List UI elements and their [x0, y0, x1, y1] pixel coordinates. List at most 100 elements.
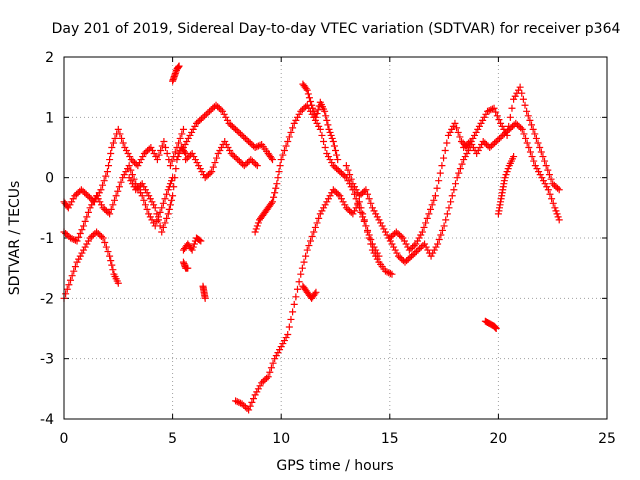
data-point	[181, 148, 189, 156]
data-point	[161, 195, 169, 203]
data-point	[228, 122, 236, 130]
data-point	[311, 223, 319, 231]
data-point	[201, 112, 209, 120]
data-point	[163, 190, 171, 198]
data-point	[398, 255, 406, 263]
data-point	[471, 131, 479, 139]
data-point	[140, 150, 148, 158]
data-point	[318, 207, 326, 215]
data-point	[391, 246, 399, 254]
data-point	[145, 210, 153, 218]
data-point	[141, 201, 149, 209]
data-point	[316, 125, 324, 133]
data-point	[289, 124, 297, 132]
data-point	[150, 201, 158, 209]
data-point	[549, 180, 557, 188]
data-point	[67, 276, 75, 284]
data-point	[474, 147, 482, 155]
data-point	[440, 154, 448, 162]
data-point	[526, 148, 534, 156]
data-point	[313, 119, 321, 127]
data-point	[327, 131, 335, 139]
data-point	[78, 249, 86, 257]
data-point	[269, 156, 277, 164]
data-point	[201, 174, 209, 182]
data-point	[94, 229, 102, 237]
data-point	[298, 264, 306, 272]
data-point	[377, 219, 385, 227]
data-point	[516, 83, 524, 91]
data-point	[221, 137, 229, 145]
data-point	[310, 228, 318, 236]
data-point	[73, 237, 81, 245]
data-point	[137, 181, 145, 189]
data-point	[204, 109, 212, 117]
data-point	[522, 134, 530, 142]
data-point	[149, 147, 157, 155]
data-point	[355, 204, 363, 212]
data-point	[333, 151, 341, 159]
data-point	[161, 219, 169, 227]
data-point	[178, 130, 186, 138]
data-point	[277, 343, 285, 351]
data-point	[153, 217, 161, 225]
data-point	[436, 169, 444, 177]
data-point	[188, 246, 196, 254]
data-point	[386, 234, 394, 242]
data-point	[344, 166, 352, 174]
data-point	[334, 190, 342, 198]
data-point	[219, 107, 227, 115]
data-point	[308, 232, 316, 240]
data-point	[447, 198, 455, 206]
data-point	[510, 153, 518, 161]
data-point	[109, 201, 117, 209]
data-point	[125, 162, 133, 170]
data-point	[349, 180, 357, 188]
data-point	[434, 240, 442, 248]
data-point	[148, 198, 156, 206]
data-point	[93, 228, 101, 236]
data-point	[139, 153, 147, 161]
data-point	[332, 147, 339, 155]
data-point	[408, 252, 416, 260]
data-point	[203, 172, 211, 180]
data-point	[166, 201, 174, 209]
data-point	[546, 190, 554, 198]
data-point	[302, 103, 310, 111]
data-point	[381, 228, 389, 236]
data-point	[251, 391, 259, 399]
data-point	[323, 198, 331, 206]
data-point	[175, 62, 183, 70]
data-point	[503, 168, 511, 176]
data-point	[119, 139, 127, 147]
data-point	[195, 162, 203, 170]
data-point	[365, 195, 373, 203]
data-point	[97, 186, 105, 194]
data-point	[102, 172, 110, 180]
data-point	[352, 186, 360, 194]
data-point	[297, 270, 305, 278]
data-point	[256, 382, 264, 390]
data-point	[235, 398, 243, 406]
data-point	[548, 195, 556, 203]
data-point	[189, 125, 197, 133]
data-point	[486, 144, 494, 151]
data-point	[538, 174, 546, 182]
data-point	[329, 162, 337, 170]
data-point	[137, 156, 145, 164]
data-point	[215, 104, 223, 112]
data-point	[102, 243, 110, 251]
data-point	[313, 219, 321, 227]
data-point	[372, 210, 380, 218]
data-point	[539, 177, 547, 185]
data-point	[183, 137, 191, 145]
data-point	[193, 159, 201, 167]
data-point	[367, 199, 375, 207]
data-point	[253, 388, 261, 396]
x-tick-label: 0	[60, 431, 69, 447]
data-point	[134, 162, 142, 170]
data-point	[110, 196, 118, 204]
data-point	[344, 177, 352, 185]
data-point	[222, 140, 230, 148]
data-point	[107, 205, 115, 213]
